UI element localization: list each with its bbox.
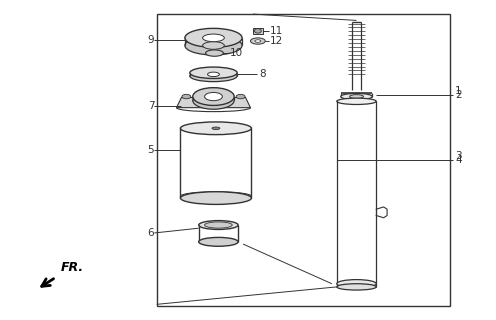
Ellipse shape — [350, 95, 364, 99]
Bar — [157, 14, 450, 306]
Text: 1: 1 — [455, 86, 462, 96]
Ellipse shape — [193, 88, 234, 105]
Text: 11: 11 — [270, 26, 283, 36]
Ellipse shape — [207, 72, 219, 76]
Ellipse shape — [341, 93, 372, 100]
Ellipse shape — [255, 40, 261, 42]
Ellipse shape — [199, 220, 238, 229]
Ellipse shape — [203, 42, 224, 49]
Polygon shape — [177, 98, 250, 108]
Ellipse shape — [203, 34, 224, 42]
Ellipse shape — [193, 92, 234, 109]
Text: FR.: FR. — [61, 261, 84, 274]
Ellipse shape — [212, 127, 220, 130]
Ellipse shape — [204, 222, 232, 228]
Ellipse shape — [236, 94, 245, 99]
Text: 6: 6 — [148, 228, 154, 238]
Ellipse shape — [185, 36, 242, 55]
Ellipse shape — [181, 192, 251, 204]
Ellipse shape — [181, 192, 251, 201]
Ellipse shape — [204, 92, 222, 101]
Ellipse shape — [182, 94, 191, 99]
Text: 9: 9 — [148, 36, 154, 45]
Ellipse shape — [337, 98, 376, 105]
Ellipse shape — [337, 280, 376, 288]
Ellipse shape — [181, 122, 251, 135]
Text: 4: 4 — [455, 155, 462, 165]
Ellipse shape — [185, 28, 242, 47]
Ellipse shape — [205, 50, 223, 56]
Text: 5: 5 — [148, 146, 154, 156]
Ellipse shape — [250, 38, 265, 44]
Bar — [253, 28, 263, 34]
Ellipse shape — [190, 70, 237, 82]
Text: 7: 7 — [148, 101, 154, 111]
Ellipse shape — [337, 284, 376, 290]
Text: 12: 12 — [270, 36, 283, 46]
Ellipse shape — [190, 67, 237, 78]
Text: 10: 10 — [230, 48, 244, 58]
Text: 3: 3 — [455, 151, 462, 161]
Text: 8: 8 — [259, 69, 266, 79]
Ellipse shape — [254, 29, 261, 33]
Text: 2: 2 — [455, 90, 462, 100]
Ellipse shape — [199, 237, 238, 246]
